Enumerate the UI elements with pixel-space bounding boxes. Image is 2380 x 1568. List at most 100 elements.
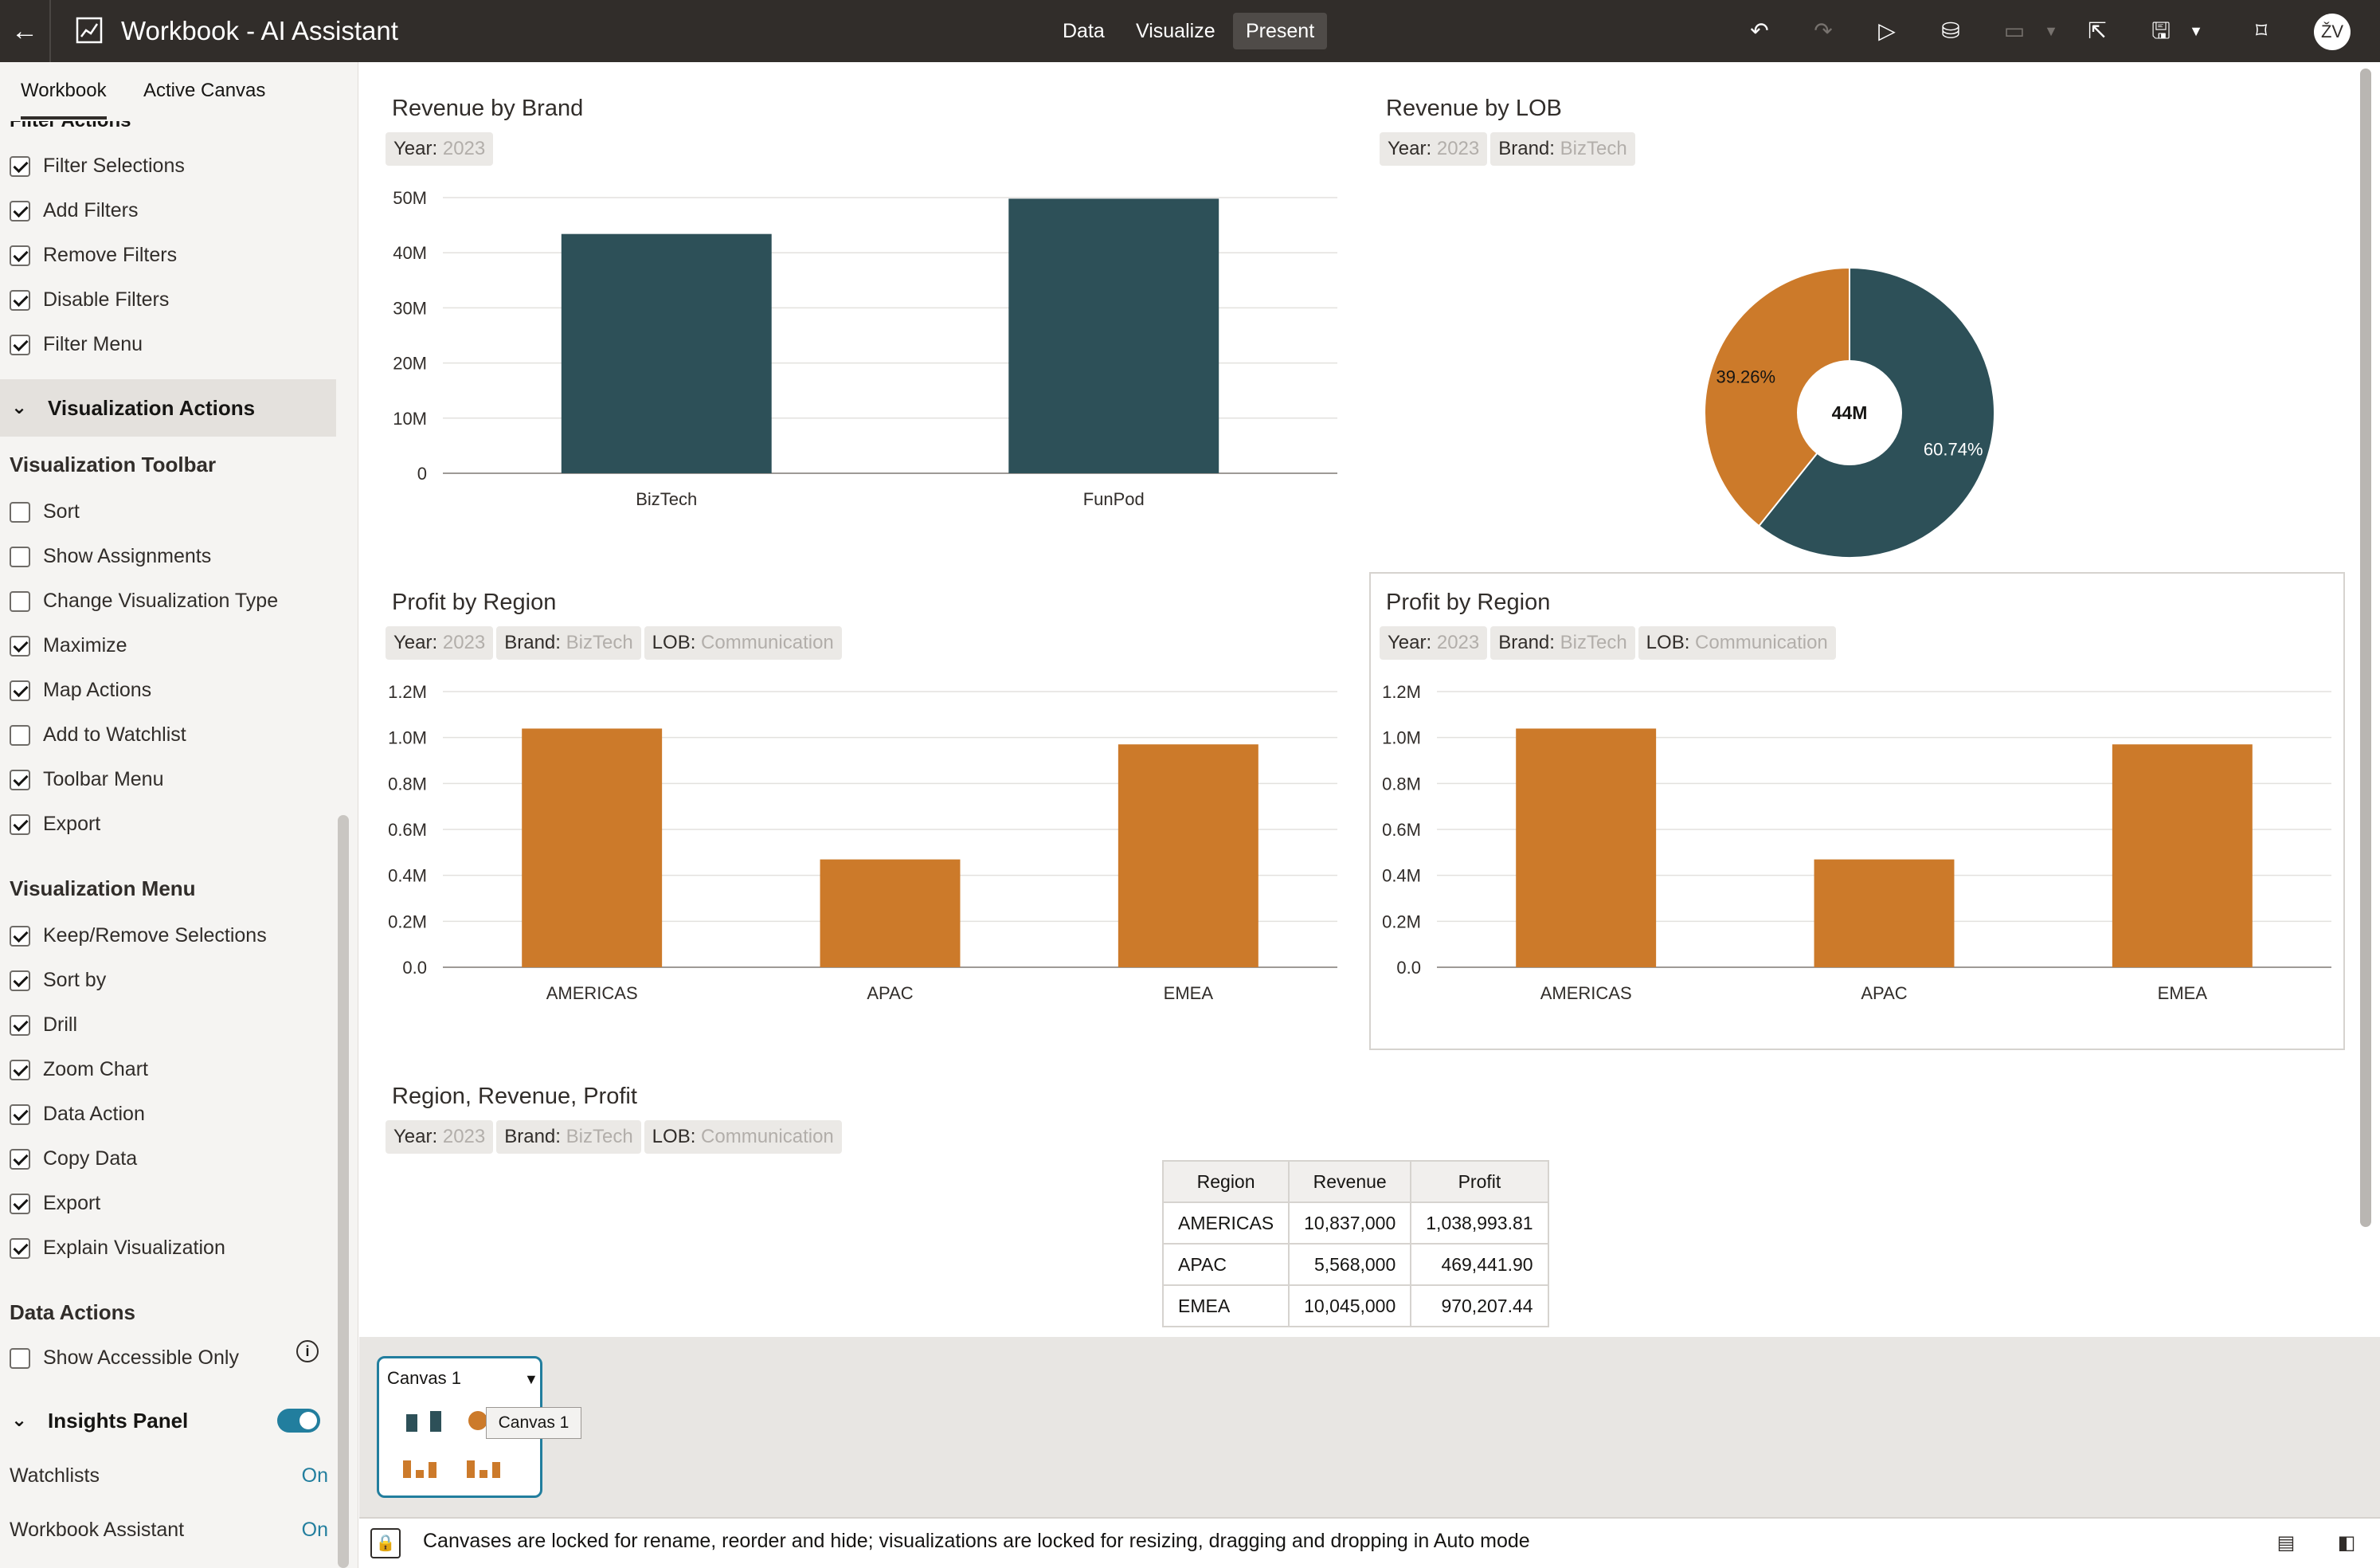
y-tick-label: 0.0 <box>402 958 427 978</box>
viz-profit-by-region-1[interactable]: Profit by Region Year: 2023 Brand: BizTe… <box>359 590 1355 1068</box>
tab-present[interactable]: Present <box>1233 13 1328 49</box>
checkbox[interactable] <box>10 770 30 790</box>
filter-chip-brand[interactable]: Brand: BizTech <box>496 626 641 660</box>
panel-toggle-icon[interactable]: ◧ <box>2337 1532 2356 1554</box>
lock-icon[interactable]: 🔒 <box>370 1528 401 1558</box>
y-tick-label: 50M <box>393 188 427 208</box>
filter-chip-lob[interactable]: LOB: Communication <box>1638 626 1836 660</box>
tab-workbook[interactable]: Workbook <box>21 62 107 120</box>
back-arrow-icon[interactable]: ← <box>11 16 38 46</box>
save-icon[interactable]: 🖫 <box>2151 18 2171 43</box>
checkbox[interactable] <box>10 1194 30 1214</box>
filter-bar: Year: 2023 Brand: BizTech <box>1380 132 1635 166</box>
y-tick-label: 0.4M <box>388 866 427 886</box>
table-cell: 1,038,993.81 <box>1410 1201 1549 1245</box>
viz-revenue-by-brand[interactable]: Revenue by Brand Year: 2023 0 10M 20M 30M 40… <box>359 96 1355 574</box>
insights-toggle[interactable] <box>277 1409 320 1433</box>
subhead-data-actions: Data Actions <box>10 1300 135 1324</box>
column-header[interactable]: Revenue <box>1288 1160 1412 1203</box>
caret-down-icon[interactable]: ▼ <box>524 1371 538 1387</box>
redo-icon[interactable]: ↷ <box>1814 18 1833 43</box>
filter-chip-brand[interactable]: Brand: BizTech <box>496 1120 641 1154</box>
table-row[interactable]: AMERICAS 10,837,000 1,038,993.81 <box>1161 1201 1549 1245</box>
chevron-down-icon: ⌄ <box>11 397 28 418</box>
checkbox[interactable] <box>10 1348 30 1369</box>
checkbox[interactable] <box>10 636 30 657</box>
x-tick-label: APAC <box>1861 983 1907 1003</box>
filter-chip-year[interactable]: Year: 2023 <box>386 132 494 166</box>
bar[interactable] <box>2112 744 2253 967</box>
comment-dropdown-icon[interactable]: ▼ <box>2044 23 2058 39</box>
bookmark-icon[interactable]: ⌑ <box>2255 18 2268 43</box>
checkbox[interactable] <box>10 1015 30 1036</box>
watchlists-setting[interactable]: Watchlists On <box>10 1464 328 1487</box>
checkbox[interactable] <box>10 1060 30 1080</box>
bar[interactable] <box>561 233 772 473</box>
checkbox[interactable] <box>10 290 30 311</box>
data-refresh-icon[interactable]: ⛁ <box>1941 18 1960 43</box>
pie-slice[interactable] <box>1704 266 1850 527</box>
filter-chip-lob[interactable]: LOB: Communication <box>644 1120 842 1154</box>
viz-revenue-by-lob[interactable]: Revenue by LOB Year: 2023 Brand: BizTech… <box>1353 96 2349 574</box>
checkbox[interactable] <box>10 335 30 355</box>
bar[interactable] <box>820 859 961 967</box>
filter-chip-year[interactable]: Year: 2023 <box>386 626 494 660</box>
viz-region-table[interactable]: Region, Revenue, Profit Year: 2023 Brand… <box>359 1084 2351 1339</box>
share-icon[interactable]: ⇱ <box>2088 18 2107 43</box>
filter-chip-brand[interactable]: Brand: BizTech <box>1490 626 1635 660</box>
checkbox[interactable] <box>10 156 30 177</box>
checkbox[interactable] <box>10 680 30 701</box>
table-cell: 10,837,000 <box>1288 1201 1412 1245</box>
filter-chip-year[interactable]: Year: 2023 <box>386 1120 494 1154</box>
canvas-thumbnail-preview <box>403 1411 500 1478</box>
play-icon[interactable]: ▷ <box>1878 18 1896 43</box>
workbook-icon <box>76 17 103 44</box>
checkbox[interactable] <box>10 1149 30 1170</box>
tab-data[interactable]: Data <box>1063 20 1105 42</box>
checkbox[interactable] <box>10 591 30 612</box>
undo-icon[interactable]: ↶ <box>1750 18 1769 43</box>
column-header[interactable]: Region <box>1161 1160 1290 1203</box>
save-dropdown-icon[interactable]: ▼ <box>2189 23 2203 39</box>
viz-profit-by-region-2[interactable]: Profit by Region Year: 2023 Brand: BizTe… <box>1353 590 2349 1068</box>
checkbox[interactable] <box>10 926 30 947</box>
checkbox[interactable] <box>10 201 30 221</box>
checkbox[interactable] <box>10 245 30 266</box>
checkbox[interactable] <box>10 1104 30 1125</box>
avatar[interactable]: ŽV <box>2314 14 2351 50</box>
checkbox[interactable] <box>10 814 30 835</box>
y-tick-label: 0.4M <box>1382 866 1421 886</box>
canvas-settings-icon[interactable]: ▤ <box>2276 1532 2296 1554</box>
tab-visualize[interactable]: Visualize <box>1136 20 1215 42</box>
table-row[interactable]: APAC 5,568,000 469,441.90 <box>1161 1243 1549 1286</box>
panel-scrollbar[interactable] <box>338 815 349 1568</box>
comment-icon[interactable]: ▭ <box>2003 18 2026 43</box>
bar[interactable] <box>1814 859 1955 967</box>
checkbox[interactable] <box>10 725 30 746</box>
app-title: Workbook - AI Assistant <box>121 16 398 45</box>
filter-chip-year[interactable]: Year: 2023 <box>1380 626 1488 660</box>
section-insights-panel[interactable]: ⌄ Insights Panel <box>0 1391 336 1450</box>
checkbox[interactable] <box>10 1238 30 1259</box>
filter-chip-brand[interactable]: Brand: BizTech <box>1490 132 1635 166</box>
y-tick-label: 1.2M <box>388 682 427 702</box>
canvas-scrollbar[interactable] <box>2360 69 2371 1227</box>
bar[interactable] <box>1516 728 1657 967</box>
viz-title: Revenue by LOB <box>1386 96 1562 121</box>
slice-label: 39.26% <box>1716 367 1775 386</box>
table-row[interactable]: EMEA 10,045,000 970,207.44 <box>1161 1284 1549 1327</box>
bar[interactable] <box>522 728 663 967</box>
filter-chip-year[interactable]: Year: 2023 <box>1380 132 1488 166</box>
filter-chip-lob[interactable]: LOB: Communication <box>644 626 842 660</box>
checkbox[interactable] <box>10 547 30 567</box>
checkbox[interactable] <box>10 502 30 523</box>
bar[interactable] <box>1008 198 1219 473</box>
workbook-assistant-setting[interactable]: Workbook Assistant On <box>10 1519 328 1541</box>
info-icon[interactable]: i <box>296 1340 319 1362</box>
column-header[interactable]: Profit <box>1410 1160 1549 1203</box>
revenue-by-brand-chart: 0 10M 20M 30M 40M 50M BizTech FunPod <box>393 188 1337 509</box>
checkbox[interactable] <box>10 970 30 991</box>
bar[interactable] <box>1118 744 1259 967</box>
section-visualization-actions[interactable]: ⌄ Visualization Actions <box>0 379 336 437</box>
tab-active-canvas[interactable]: Active Canvas <box>143 80 266 101</box>
